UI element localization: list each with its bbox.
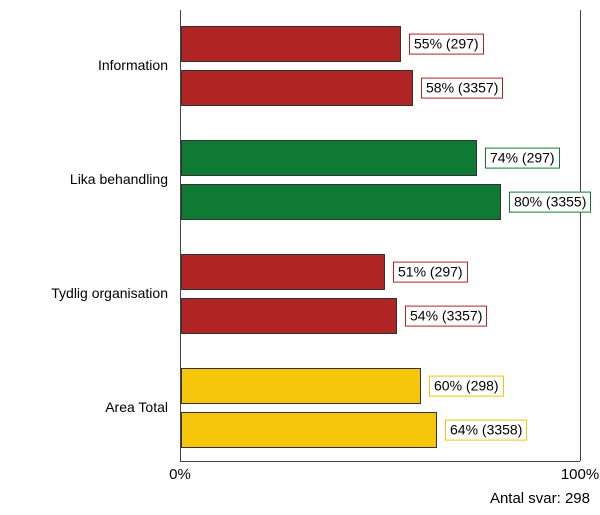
x-tick-label: 0%: [169, 466, 191, 483]
category-label: Tydlig organisation: [0, 285, 168, 301]
value-label: 80% (3355): [509, 192, 591, 213]
bar: [181, 184, 501, 220]
bar: [181, 412, 437, 448]
bar: [181, 368, 421, 404]
response-count-caption: Antal svar: 298: [490, 490, 590, 507]
bar: [181, 298, 397, 334]
plot-area: 55% (297)58% (3357)74% (297)80% (3355)51…: [180, 10, 580, 462]
value-label: 64% (3358): [445, 420, 527, 441]
value-label: 51% (297): [393, 262, 468, 283]
bar: [181, 26, 401, 62]
value-label: 60% (298): [429, 376, 504, 397]
bar: [181, 254, 385, 290]
category-label: Lika behandling: [0, 171, 168, 187]
value-label: 58% (3357): [421, 78, 503, 99]
x-tick-label: 100%: [561, 466, 599, 483]
gridline-100: [580, 10, 581, 461]
category-label: Area Total: [0, 399, 168, 415]
category-label: Information: [0, 57, 168, 73]
bar: [181, 140, 477, 176]
value-label: 54% (3357): [405, 306, 487, 327]
bar: [181, 70, 413, 106]
value-label: 74% (297): [485, 148, 560, 169]
value-label: 55% (297): [409, 34, 484, 55]
chart-container: 55% (297) 58% (3357) 74% (297) 80% (3355) 51…: [0, 0, 600, 515]
